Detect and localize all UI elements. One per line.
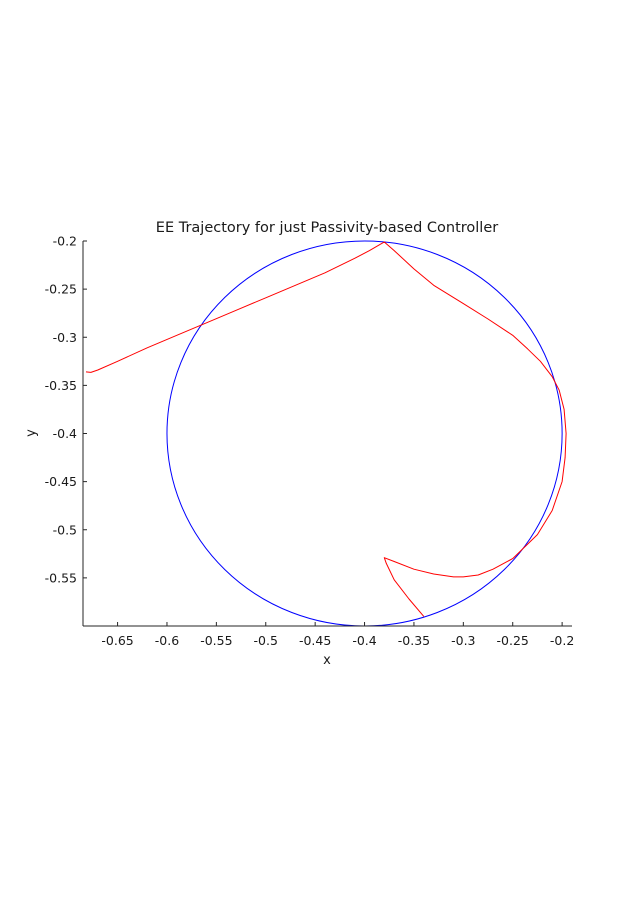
x-tick-label: -0.65 bbox=[101, 633, 133, 648]
y-tick-label: -0.3 bbox=[53, 330, 77, 345]
x-tick-label: -0.4 bbox=[352, 633, 376, 648]
chart-title: EE Trajectory for just Passivity-based C… bbox=[156, 220, 498, 236]
trajectory-series bbox=[85, 241, 567, 617]
x-tick-label: -0.45 bbox=[299, 633, 331, 648]
x-tick-label: -0.35 bbox=[398, 633, 430, 648]
y-axis-label: y bbox=[24, 429, 39, 437]
x-tick-label: -0.5 bbox=[254, 633, 278, 648]
series-layer bbox=[85, 240, 567, 627]
plot-area: -0.65 -0.6 -0.55 -0.5 -0.45 -0.4 -0.35 -0.3 -0.2… bbox=[45, 234, 575, 649]
y-tick-label: -0.55 bbox=[45, 570, 77, 585]
x-tick-label: -0.25 bbox=[497, 633, 529, 648]
y-tick-label: -0.4 bbox=[53, 426, 77, 441]
y-tick-label: -0.35 bbox=[45, 378, 77, 393]
y-tick-label: -0.45 bbox=[45, 474, 77, 489]
x-tick-label: -0.55 bbox=[200, 633, 232, 648]
x-tick-label: -0.2 bbox=[550, 633, 574, 648]
x-axis-label: x bbox=[323, 653, 331, 668]
x-ticks: -0.65 -0.6 -0.55 -0.5 -0.45 -0.4 -0.35 -0.3 -0.2… bbox=[101, 622, 574, 648]
y-ticks: -0.2 -0.25 -0.3 -0.35 -0.4 -0.45 -0.5 -0.55 bbox=[45, 234, 87, 585]
x-tick-label: -0.6 bbox=[155, 633, 179, 648]
x-tick-label: -0.3 bbox=[451, 633, 475, 648]
y-tick-label: -0.2 bbox=[53, 234, 77, 249]
y-tick-label: -0.25 bbox=[45, 282, 77, 297]
y-tick-label: -0.5 bbox=[53, 522, 77, 537]
reference-circle-series bbox=[166, 240, 563, 627]
